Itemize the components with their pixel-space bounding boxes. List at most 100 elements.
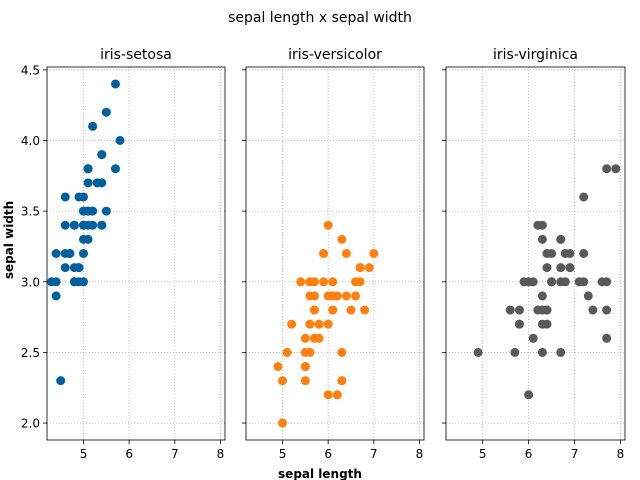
data-point [528, 333, 538, 343]
data-point [74, 263, 84, 273]
data-point [309, 291, 319, 301]
x-tick-label: 6 [125, 447, 133, 461]
panels: 5 6 7 8 2.0 2.5 3.0 3.5 4.0 4.5 iris-setosa 5 6 7 8 iri… [21, 47, 626, 461]
data-point [79, 277, 89, 287]
data-point [473, 347, 483, 357]
x-tick-label: 8 [217, 447, 225, 461]
data-point [300, 362, 310, 372]
data-point [514, 319, 524, 329]
data-point [309, 305, 319, 315]
data-point [79, 234, 89, 244]
data-point [88, 121, 98, 131]
data-point [537, 291, 547, 301]
data-point [337, 347, 347, 357]
x-tick-label: 5 [479, 447, 487, 461]
data-point [556, 234, 566, 244]
y-tick-label: 3.0 [21, 275, 40, 289]
data-point [556, 263, 566, 273]
data-point [537, 347, 547, 357]
x-tick-label: 8 [416, 447, 424, 461]
data-point [83, 220, 93, 230]
data-point [547, 277, 557, 287]
data-point [110, 79, 120, 89]
x-axis-label: sepal length [278, 467, 362, 480]
data-point [51, 277, 61, 287]
figure-title: sepal length x sepal width [228, 10, 412, 26]
data-point [300, 347, 310, 357]
axes-frame [46, 66, 226, 441]
data-point [355, 277, 365, 287]
data-point [51, 249, 61, 258]
y-tick-label: 2.5 [21, 346, 40, 360]
data-point [278, 418, 288, 428]
data-point [101, 206, 111, 216]
data-point [314, 333, 324, 343]
x-tick-label: 5 [80, 447, 88, 461]
data-point [332, 390, 342, 400]
data-point [56, 376, 66, 386]
data-point [519, 277, 529, 287]
data-point [351, 291, 361, 301]
data-point [602, 333, 612, 343]
data-point [602, 305, 612, 315]
x-tick-label: 6 [324, 447, 332, 461]
data-point [101, 107, 111, 117]
data-point [337, 376, 347, 386]
data-point [533, 220, 543, 230]
data-point [314, 319, 324, 329]
panel-title: iris-versicolor [288, 47, 382, 63]
x-tick-label: 7 [370, 447, 378, 461]
data-point [369, 249, 379, 258]
data-point [88, 206, 98, 216]
data-point [579, 192, 589, 202]
data-point [97, 220, 107, 230]
data-point [319, 277, 329, 287]
data-point [323, 319, 333, 329]
data-point [323, 220, 333, 230]
data-point [97, 150, 107, 160]
data-point [588, 305, 598, 315]
data-point [69, 220, 79, 230]
data-point [602, 164, 612, 174]
data-point [556, 347, 566, 357]
data-point [524, 390, 534, 400]
panel-title: iris-setosa [100, 47, 172, 63]
x-tick-label: 7 [571, 447, 579, 461]
data-point [273, 362, 283, 372]
y-tick-label: 3.5 [21, 205, 40, 219]
y-tick-label: 4.5 [21, 63, 40, 77]
data-point [300, 376, 310, 386]
data-point [611, 164, 621, 174]
data-point [556, 277, 566, 287]
data-point [79, 206, 89, 216]
data-point [74, 192, 84, 202]
data-point [51, 291, 61, 301]
data-point [323, 291, 333, 301]
data-point [579, 277, 589, 287]
data-point [328, 305, 338, 315]
data-point [360, 305, 370, 315]
data-point [328, 277, 338, 287]
data-point [300, 333, 310, 343]
data-point [110, 164, 120, 174]
panel-1: 5 6 7 8 2.0 2.5 3.0 3.5 4.0 4.5 iris-setosa [21, 47, 226, 461]
data-point [346, 305, 356, 315]
data-point [341, 291, 351, 301]
data-point [278, 376, 288, 386]
data-point [602, 277, 612, 287]
panel-2: 5 6 7 8 iris-versicolor [242, 47, 425, 461]
data-point [583, 291, 593, 301]
data-point [92, 178, 102, 188]
data-point [337, 234, 347, 244]
data-point [332, 291, 342, 301]
data-point [282, 347, 292, 357]
data-point [514, 305, 524, 315]
data-point [364, 263, 374, 273]
data-point [565, 263, 575, 273]
data-point [115, 135, 125, 145]
y-tick-label: 4.0 [21, 134, 40, 148]
axes-frame [245, 66, 425, 441]
panel-title: iris-virginica [493, 47, 578, 63]
